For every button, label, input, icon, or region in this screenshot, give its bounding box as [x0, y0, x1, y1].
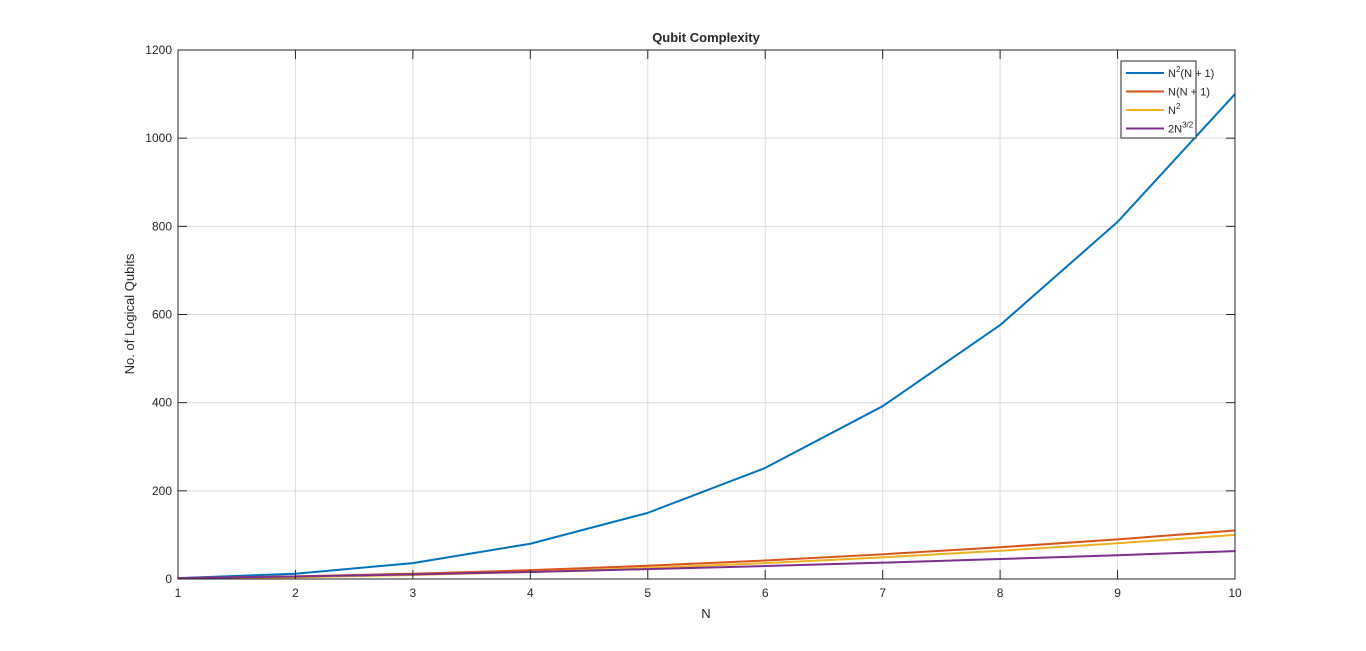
- legend-label-base: 2N: [1168, 124, 1182, 136]
- legend-label: 2N3/2: [1168, 121, 1194, 136]
- legend-label: N(N + 1): [1168, 87, 1210, 99]
- legend-label-base: N(N + 1): [1168, 87, 1210, 99]
- x-tick-label: 2: [292, 586, 299, 600]
- series-lines: [177, 93, 1236, 580]
- y-tick-label: 0: [165, 572, 172, 586]
- x-tick-label: 5: [644, 586, 651, 600]
- series-line-0: [177, 93, 1236, 580]
- y-tick-label: 1200: [145, 43, 172, 57]
- x-tick-label: 10: [1228, 586, 1242, 600]
- y-tick-label: 800: [152, 219, 172, 233]
- y-tick-label: 600: [152, 308, 172, 322]
- x-tick-label: 8: [997, 586, 1004, 600]
- y-axis-label: No. of Logical Qubits: [122, 253, 137, 374]
- y-tick-label: 200: [152, 484, 172, 498]
- legend-label-base: N: [1168, 68, 1176, 80]
- legend-label: N2: [1168, 102, 1181, 117]
- x-tick-label: 3: [410, 586, 417, 600]
- series-line-3: [177, 550, 1236, 580]
- x-tick-label: 1: [175, 586, 182, 600]
- legend-label-base: N: [1168, 105, 1176, 117]
- x-tick-label: 9: [1114, 586, 1121, 600]
- legend-label-superscript: 2: [1176, 102, 1181, 111]
- x-tick-label: 6: [762, 586, 769, 600]
- chart-title: Qubit Complexity: [652, 30, 760, 45]
- legend-label: N2(N + 1): [1168, 65, 1214, 80]
- legend-label-superscript: 3/2: [1182, 121, 1194, 130]
- x-tick-label: 4: [527, 586, 534, 600]
- legend-label-rest: (N + 1): [1180, 68, 1214, 80]
- y-tick-label: 1000: [145, 131, 172, 145]
- y-tick-label: 400: [152, 396, 172, 410]
- x-axis-label: N: [701, 606, 710, 621]
- x-tick-label: 7: [879, 586, 886, 600]
- legend-label-superscript: 2: [1176, 65, 1181, 74]
- axis-ticks: 1 2 3 4 5 6 7 8 9 10 0 200 400 600 800 1000 1200: [145, 43, 1242, 600]
